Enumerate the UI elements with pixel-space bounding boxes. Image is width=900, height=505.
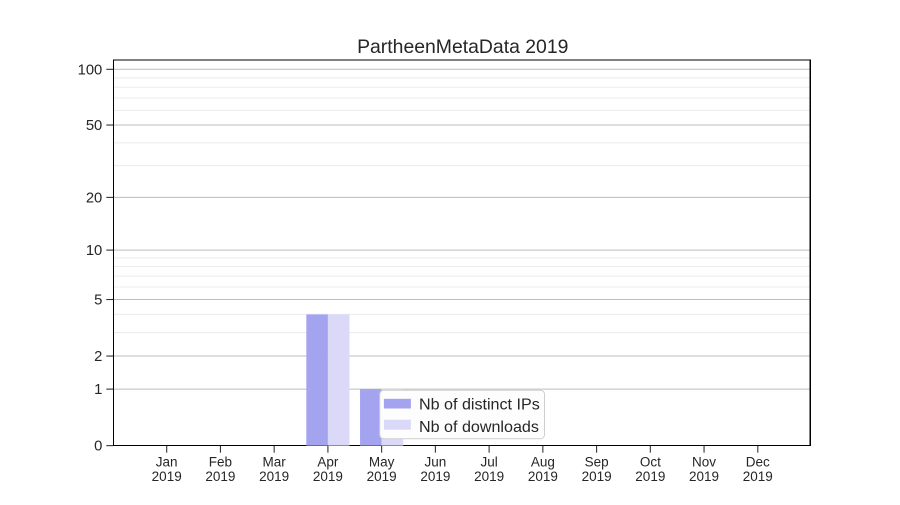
svg-text:Nov: Nov <box>692 455 716 470</box>
svg-text:2019: 2019 <box>367 469 397 484</box>
svg-text:2019: 2019 <box>152 469 182 484</box>
svg-text:Sep: Sep <box>585 455 609 470</box>
svg-text:1: 1 <box>94 382 102 398</box>
svg-text:Apr: Apr <box>317 455 339 470</box>
svg-text:2019: 2019 <box>259 469 289 484</box>
svg-text:Feb: Feb <box>209 455 232 470</box>
svg-text:2019: 2019 <box>420 469 450 484</box>
svg-text:20: 20 <box>86 190 102 206</box>
svg-text:2019: 2019 <box>205 469 235 484</box>
svg-text:Jun: Jun <box>424 455 446 470</box>
svg-text:Jul: Jul <box>480 455 497 470</box>
svg-text:2019: 2019 <box>635 469 665 484</box>
svg-text:2019: 2019 <box>313 469 343 484</box>
svg-text:Dec: Dec <box>746 455 770 470</box>
svg-text:10: 10 <box>86 243 102 259</box>
svg-text:2: 2 <box>94 349 102 365</box>
svg-text:50: 50 <box>86 118 102 134</box>
svg-text:Jan: Jan <box>156 455 178 470</box>
svg-text:PartheenMetaData 2019: PartheenMetaData 2019 <box>357 36 568 58</box>
svg-text:2019: 2019 <box>474 469 504 484</box>
svg-text:Nb of distinct IPs: Nb of distinct IPs <box>419 396 540 414</box>
svg-text:2019: 2019 <box>689 469 719 484</box>
svg-text:2019: 2019 <box>743 469 773 484</box>
svg-text:May: May <box>369 455 395 470</box>
svg-text:Aug: Aug <box>531 455 555 470</box>
svg-text:0: 0 <box>94 439 102 455</box>
svg-text:2019: 2019 <box>582 469 612 484</box>
svg-text:Oct: Oct <box>640 455 661 470</box>
svg-text:100: 100 <box>78 62 103 78</box>
svg-text:5: 5 <box>94 293 102 309</box>
svg-text:Mar: Mar <box>263 455 287 470</box>
svg-text:2019: 2019 <box>528 469 558 484</box>
svg-text:Nb of downloads: Nb of downloads <box>419 418 539 436</box>
